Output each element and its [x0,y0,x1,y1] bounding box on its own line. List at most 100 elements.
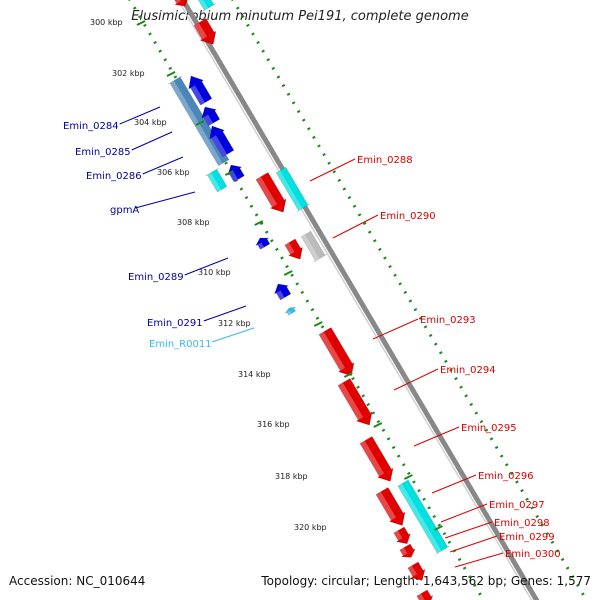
gene-emin-0301-shape [416,589,434,600]
gene-gpma-b-shape [227,164,245,183]
gene-emin-r0011-shine [286,310,292,316]
scale-tick-label: 308 kbp [177,218,210,227]
gene-top-a-shine [174,0,181,4]
right-gene-label: Emin_0295 [461,423,517,434]
gene-emin-0295-shine [359,440,385,477]
left-leader-line [184,257,229,276]
right-leader-line [309,158,356,182]
scale-tick-label: 316 kbp [257,420,290,429]
gene-emin-0298-shape [393,526,411,545]
gene-emin-0294-shine [337,382,364,421]
scale-tick-label: 304 kbp [134,118,167,127]
gene-emin-0301 [416,589,434,600]
right-leader-line [431,474,477,494]
gene-emin-0288-b [275,166,310,212]
gene-emin-0288-b-shine [276,170,303,211]
gene-emin-0300-shape [407,561,426,581]
gene-emin-0293-shape [318,327,355,377]
gene-emin-0285-b [201,106,221,127]
gene-top-b-shape [198,0,216,12]
right-leader-line [393,368,439,391]
scale-tick-mark [195,120,205,126]
scale-tick-mark [433,525,443,531]
gene-emin-0289-shine [257,242,265,250]
gene-emin-0290-shine [284,242,295,255]
gene-emin-r0011 [284,307,296,316]
left-leader-line [211,327,255,343]
gene-emin-0296 [375,487,406,526]
gene-emin-0293 [318,327,355,377]
accession-text: Accession: NC_010644 [9,574,146,588]
left-leader-line [135,191,196,209]
scale-ticks: 300 kbp 302 kbp 304 kbp 306 kbp 308 kbp 310 k… [90,18,443,532]
gene-emin-0295-shape [359,436,394,482]
gene-gpma-shape [205,167,228,193]
scale-tick-mark [136,20,146,26]
gene-emin-0288-b-shape [275,166,310,212]
right-gene-label: Emin_0288 [357,155,413,166]
scale-tick-label: 318 kbp [275,472,308,481]
gene-gpma-b [227,164,245,183]
backbone-highlight [177,0,533,600]
left-leader-line [203,305,247,322]
gene-emin-0300 [407,561,426,581]
right-leader-line [413,426,460,447]
gene-emin-0296-shine [375,491,397,521]
right-gene-label: Emin_0290 [380,211,436,222]
gene-emin-0297-shine [397,483,442,554]
left-leader-line [119,106,161,125]
backbone-line [180,0,540,600]
right-gene-label: Emin_0300 [505,549,561,560]
gene-emin-0298 [393,526,411,545]
scale-tick-mark [283,270,293,276]
scale-tick-label: 320 kbp [294,523,327,532]
scale-tick-label: 314 kbp [238,370,271,379]
gene-top-a [174,0,188,7]
right-gene-label: Emin_0298 [494,518,550,529]
gene-emin-0291-shine [276,290,285,300]
right-gene-label: Emin_0294 [440,365,496,376]
gene-emin-r0011-shape [284,307,296,316]
gene-emin-0285-b-shine [203,114,214,126]
left-gene-label: Emin_0289 [128,272,184,283]
scale-tick-label: 310 kbp [198,268,231,277]
gene-emin-0288 [255,172,287,213]
gene-emin-0293-shine [318,331,346,371]
left-gene-label: Emin_0286 [86,171,142,182]
gene-emin-0286-shape [209,125,235,158]
right-gene-label: Emin_0296 [478,471,534,482]
right-leader-line [332,214,379,239]
gene-emin-0286 [209,125,235,158]
gene-top-b-shine [198,0,209,11]
right-leader-line [372,318,419,340]
scale-tick-mark [313,321,323,327]
gene-emin-0289 [255,237,271,250]
gene-emin-0290-b-shape [300,230,327,263]
gene-emin-0287 [193,18,217,45]
right-gene-label: Emin_0299 [499,532,555,543]
scale-tick-mark [343,372,353,378]
gene-emin-0290-b-shine [301,234,320,261]
gene-labels: Emin_0284 Emin_0285 Emin_0286 gpmA Emin_0289… [63,106,561,568]
gene-emin-0299-shape [399,543,416,558]
gene-emin-0297-shape [397,479,450,555]
gene-emin-0298-shine [393,530,403,541]
left-leader-line [142,156,184,175]
gene-emin-0295 [359,436,394,482]
left-gene-label: Emin_0284 [63,121,119,132]
gene-emin-0285-shape [188,75,213,106]
gene-emin-0287-shine [193,22,207,40]
gene-emin-0288-shape [255,172,287,213]
gene-emin-0299 [399,543,416,558]
gene-emin-0290-shape [284,238,303,260]
right-gene-label: Emin_0297 [489,500,545,511]
gene-emin-0287-shape [193,18,217,45]
gene-emin-0294-shape [337,378,373,426]
left-gene-label: gpmA [110,205,139,216]
gene-emin-0285 [188,75,213,106]
gene-emin-0285-shine [190,85,206,106]
left-gene-label: Emin_R0011 [149,339,212,350]
gene-gpma [205,167,228,193]
right-leader-line [454,552,504,568]
